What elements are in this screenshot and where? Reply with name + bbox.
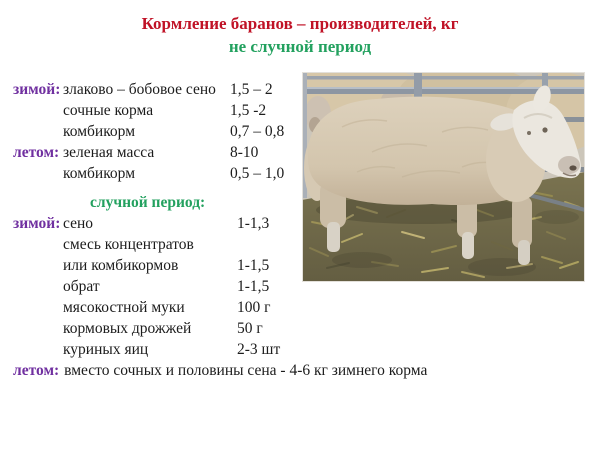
- period-label: [13, 318, 63, 339]
- feed-label: сочные корма: [63, 102, 154, 119]
- feed-label: сено: [63, 215, 93, 232]
- period-label: [13, 163, 63, 184]
- feed-row: зимой: сено 1-1,3: [13, 213, 458, 234]
- title-line-2: не случной период: [228, 37, 372, 56]
- period-label: [13, 234, 63, 255]
- feed-label: комбикорм: [63, 123, 136, 140]
- period-label: зимой:: [13, 215, 61, 232]
- slide-title: Кормление баранов – производителей, кг н…: [0, 12, 600, 58]
- feed-value: 0,7 – 0,8: [230, 123, 285, 140]
- period-label: [13, 255, 63, 276]
- ram-muzzle: [558, 156, 580, 174]
- feed-value: 1,5 -2: [230, 102, 267, 119]
- period-label: [13, 297, 63, 318]
- feed-label: комбикорм: [63, 165, 136, 182]
- feed-value: 50 г: [237, 320, 263, 337]
- feed-row: сочные корма 1,5 -2: [13, 100, 458, 121]
- title-line-1: Кормление баранов – производителей, кг: [141, 14, 459, 33]
- ram-right-ear: [533, 85, 551, 113]
- feed-row: кормовых дрожжей 50 г: [13, 318, 458, 339]
- feed-row: комбикорм 0,7 – 0,8: [13, 121, 458, 142]
- feeding-table: зимой: злаково – бобовое сено 1,5 – 2 со…: [13, 79, 458, 381]
- period-label: [13, 339, 63, 360]
- photo-frame: [302, 72, 585, 282]
- feed-label: мясокостной муки: [63, 299, 185, 316]
- mating-period-heading: случной период:: [90, 194, 206, 211]
- feed-label: обрат: [63, 278, 100, 295]
- period-label: летом:: [13, 144, 60, 161]
- feed-label: смесь концентратов: [63, 236, 194, 253]
- feed-label: или комбикормов: [63, 257, 179, 274]
- period-label: [13, 121, 63, 142]
- feed-value: 100 г: [237, 299, 271, 316]
- ram-body: [307, 96, 539, 206]
- ram: [304, 85, 581, 265]
- feed-row: или комбикормов 1-1,5: [13, 255, 458, 276]
- summer-note-text: вместо сочных и половины сена - 4-6 кг з…: [64, 362, 428, 379]
- feed-value: 2-3 шт: [237, 341, 281, 358]
- feed-label: кормовых дрожжей: [63, 320, 192, 337]
- ram-head: [490, 85, 581, 179]
- ram-photo: [302, 72, 585, 282]
- feed-row: летом: зеленая масса 8-10: [13, 142, 458, 163]
- ram-photo-graphic: [302, 72, 585, 282]
- mating-period-block: зимой: сено 1-1,3 смесь концентратов или…: [13, 213, 458, 381]
- non-mating-period-block: зимой: злаково – бобовое сено 1,5 – 2 со…: [13, 79, 458, 184]
- ram-eye: [542, 127, 548, 133]
- feed-label: зеленая масса: [63, 144, 155, 161]
- wool-texture: [341, 119, 503, 178]
- period-label: [13, 100, 63, 121]
- feed-value: 1-1,5: [237, 278, 270, 295]
- period-label: [13, 276, 63, 297]
- period-label: летом:: [13, 362, 60, 379]
- feed-value: 1,5 – 2: [230, 81, 273, 98]
- feed-row: обрат 1-1,5: [13, 276, 458, 297]
- feed-value: 1-1,5: [237, 257, 270, 274]
- feed-value: 8-10: [230, 144, 259, 161]
- feed-row: смесь концентратов: [13, 234, 458, 255]
- summer-feeding-note: летом: вместо сочных и половины сена - 4…: [13, 360, 458, 381]
- feed-row: зимой: злаково – бобовое сено 1,5 – 2: [13, 79, 458, 100]
- feed-value: 1-1,3: [237, 215, 270, 232]
- feed-label: злаково – бобовое сено: [63, 81, 216, 98]
- feed-row: комбикорм 0,5 – 1,0: [13, 163, 458, 184]
- feed-row: куриных яиц 2-3 шт: [13, 339, 458, 360]
- feed-value: 0,5 – 1,0: [230, 165, 285, 182]
- ram-left-ear: [490, 113, 520, 131]
- feed-row: мясокостной муки 100 г: [13, 297, 458, 318]
- period-label: зимой:: [13, 81, 61, 98]
- feed-label: куриных яиц: [63, 341, 149, 358]
